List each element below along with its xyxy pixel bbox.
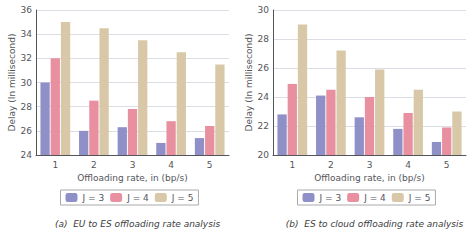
svg-text:5: 5 xyxy=(207,160,213,170)
svg-text:34: 34 xyxy=(21,29,33,39)
svg-text:3: 3 xyxy=(367,160,373,170)
svg-text:28: 28 xyxy=(258,34,270,44)
svg-text:28: 28 xyxy=(21,102,33,112)
svg-text:30: 30 xyxy=(258,5,270,15)
svg-text:26: 26 xyxy=(258,63,270,73)
svg-text:1: 1 xyxy=(52,160,58,170)
svg-text:24: 24 xyxy=(258,92,270,102)
svg-text:2: 2 xyxy=(91,160,97,170)
svg-text:36: 36 xyxy=(21,5,33,15)
svg-text:24: 24 xyxy=(21,150,33,160)
svg-text:J = 3: J = 3 xyxy=(319,193,342,203)
svg-text:4: 4 xyxy=(405,160,411,170)
svg-text:1: 1 xyxy=(289,160,295,170)
svg-text:32: 32 xyxy=(21,53,32,63)
svg-text:5: 5 xyxy=(444,160,450,170)
svg-text:Offloading rate, in (bp/s): Offloading rate, in (bp/s) xyxy=(314,173,425,183)
svg-text:3: 3 xyxy=(130,160,136,170)
svg-text:J = 4: J = 4 xyxy=(363,193,386,203)
svg-text:J = 5: J = 5 xyxy=(408,193,431,203)
svg-text:4: 4 xyxy=(168,160,174,170)
svg-text:26: 26 xyxy=(21,126,33,136)
svg-text:30: 30 xyxy=(21,78,33,88)
svg-text:(a) EU to ES offloading rate: (a) EU to ES offloading rate analysis xyxy=(55,219,220,229)
svg-text:(b) ES to cloud offloading ra: (b) ES to cloud offloading rate analysis xyxy=(286,219,464,229)
svg-text:Delay (In millisecond): Delay (In millisecond) xyxy=(244,34,254,132)
svg-text:20: 20 xyxy=(258,150,270,160)
svg-text:22: 22 xyxy=(258,121,269,131)
svg-text:J = 4: J = 4 xyxy=(126,193,149,203)
svg-text:Delay (In millisecond): Delay (In millisecond) xyxy=(7,34,17,132)
svg-text:J = 5: J = 5 xyxy=(171,193,194,203)
svg-text:Offloading rate, in (bp/s): Offloading rate, in (bp/s) xyxy=(77,173,188,183)
svg-text:2: 2 xyxy=(328,160,334,170)
svg-text:J = 3: J = 3 xyxy=(82,193,105,203)
